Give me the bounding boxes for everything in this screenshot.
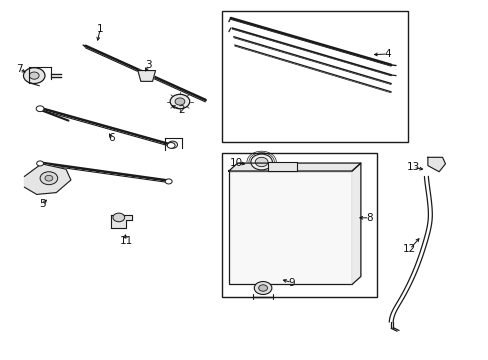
Bar — [38, 107, 42, 110]
Text: 12: 12 — [402, 244, 416, 254]
Circle shape — [255, 157, 267, 167]
Text: 11: 11 — [119, 236, 133, 246]
Polygon shape — [427, 157, 445, 172]
Text: 13: 13 — [406, 162, 419, 172]
Text: 4: 4 — [384, 49, 390, 59]
Circle shape — [250, 154, 272, 170]
Circle shape — [175, 98, 184, 105]
Circle shape — [167, 143, 175, 148]
Circle shape — [23, 68, 45, 84]
Text: 2: 2 — [178, 105, 185, 115]
Polygon shape — [110, 215, 132, 228]
Polygon shape — [228, 163, 360, 171]
Bar — [228, 171, 351, 284]
Bar — [222, 153, 376, 297]
Circle shape — [36, 106, 44, 112]
Circle shape — [29, 72, 39, 79]
Text: 1: 1 — [97, 24, 103, 34]
Text: 5: 5 — [39, 199, 46, 210]
Bar — [267, 162, 297, 171]
Polygon shape — [351, 163, 360, 284]
Circle shape — [113, 213, 124, 222]
Circle shape — [40, 172, 58, 185]
Circle shape — [254, 282, 271, 294]
Bar — [222, 11, 407, 142]
Circle shape — [258, 285, 267, 291]
Circle shape — [170, 94, 189, 109]
Polygon shape — [138, 71, 155, 81]
Text: 3: 3 — [144, 60, 151, 70]
Text: 9: 9 — [288, 278, 295, 288]
Polygon shape — [24, 164, 71, 194]
Circle shape — [37, 161, 43, 166]
Circle shape — [167, 141, 177, 148]
Text: 7: 7 — [16, 64, 23, 74]
Text: 8: 8 — [366, 213, 372, 223]
Text: 6: 6 — [108, 132, 115, 143]
Text: 10: 10 — [229, 158, 242, 168]
Circle shape — [45, 175, 53, 181]
Circle shape — [165, 179, 172, 184]
